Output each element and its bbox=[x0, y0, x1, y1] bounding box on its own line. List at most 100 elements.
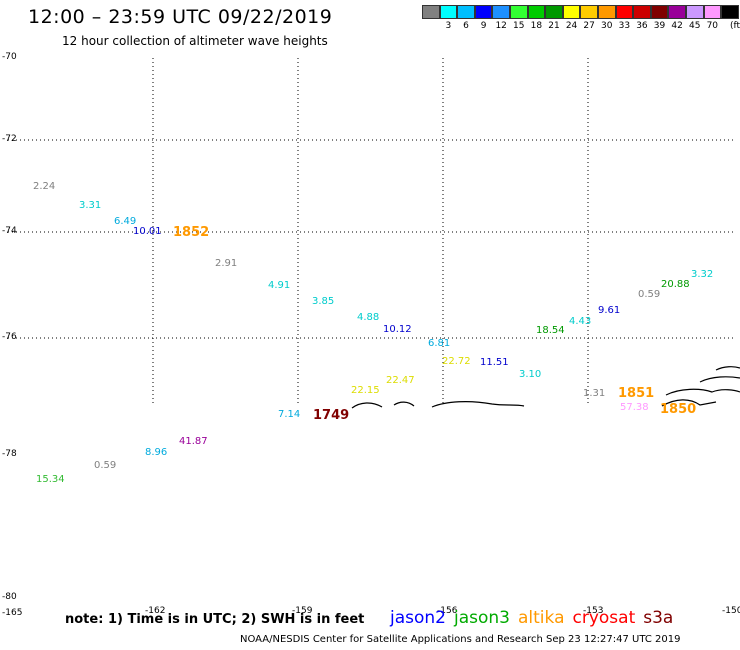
pass-time-label: 1850 bbox=[660, 402, 697, 417]
satellite-legend: jason2 jason3 altika cryosat s3a bbox=[390, 608, 673, 628]
legend-bin: 3 bbox=[439, 5, 458, 31]
legend-value: 21 bbox=[548, 21, 560, 31]
pass-time-label: 1749 bbox=[313, 408, 350, 423]
wave-height-label: 22.47 bbox=[386, 375, 415, 386]
legend-swatch bbox=[422, 5, 440, 19]
legend-swatch bbox=[492, 5, 510, 19]
legend-bin: 42 bbox=[668, 5, 686, 31]
lon-label: -150 bbox=[722, 606, 740, 616]
legend-swatch bbox=[439, 5, 458, 19]
wave-height-label: 3.32 bbox=[691, 269, 714, 280]
legend-swatch bbox=[703, 5, 722, 19]
coastline-segment bbox=[699, 376, 740, 383]
legend-bin: 24 bbox=[562, 5, 581, 31]
legend-value: 18 bbox=[530, 21, 543, 31]
legend-swatch bbox=[668, 5, 686, 19]
legend-bin: 36 bbox=[633, 5, 651, 31]
footer-note: note: 1) Time is in UTC; 2) SWH is in fe… bbox=[65, 612, 365, 627]
legend-bin: 15 bbox=[509, 5, 528, 31]
legend-swatch bbox=[685, 5, 704, 19]
wave-height-label: 0.59 bbox=[638, 289, 661, 300]
legend-swatch bbox=[633, 5, 651, 19]
legend-swatch bbox=[527, 5, 546, 19]
coastline bbox=[351, 366, 740, 409]
color-scale-legend: 3 6 9 12 15 18 21 24 27 30 33 36 39 42 45 70 bbox=[422, 5, 739, 31]
wave-height-label: 2.24 bbox=[33, 181, 56, 192]
pass-time-label: 1851 bbox=[618, 386, 655, 401]
credit-line: NOAA/NESDIS Center for Satellite Applica… bbox=[240, 634, 681, 645]
legend-bin: 30 bbox=[597, 5, 616, 31]
legend-swatch bbox=[721, 5, 739, 19]
wave-height-label: 7.14 bbox=[278, 409, 301, 420]
lon-label: -162 bbox=[145, 606, 166, 616]
satellite-name: altika bbox=[518, 608, 565, 628]
wave-height-label: 10.12 bbox=[383, 324, 412, 335]
legend-bin: 21 bbox=[545, 5, 563, 31]
lat-label: -72 bbox=[2, 134, 17, 144]
lat-label: -76 bbox=[2, 332, 17, 342]
legend-swatch bbox=[509, 5, 528, 19]
coastline-segment bbox=[351, 402, 383, 409]
legend-swatch bbox=[597, 5, 616, 19]
legend-swatch bbox=[562, 5, 581, 19]
wave-height-label: 41.87 bbox=[179, 436, 208, 447]
map-subtitle: 12 hour collection of altimeter wave hei… bbox=[62, 34, 328, 48]
wave-height-label: 22.72 bbox=[442, 356, 471, 367]
legend-value: 39 bbox=[653, 21, 666, 31]
legend-value: 24 bbox=[565, 21, 578, 31]
legend-bin: 45 bbox=[685, 5, 704, 31]
wave-height-label: 18.54 bbox=[536, 325, 565, 336]
legend-swatch bbox=[474, 5, 493, 19]
legend-bin: 18 bbox=[527, 5, 546, 31]
wave-height-label: 10.01 bbox=[133, 226, 162, 237]
coastline-segment bbox=[661, 399, 717, 407]
legend-unit: (ft) bbox=[730, 21, 740, 31]
legend-value: 15 bbox=[513, 21, 525, 31]
legend-value: 42 bbox=[671, 21, 683, 31]
coastline-segment bbox=[715, 366, 740, 371]
wave-height-label: 0.59 bbox=[94, 460, 117, 471]
legend-value: 9 bbox=[480, 21, 487, 31]
wave-height-label: 3.85 bbox=[312, 296, 335, 307]
wave-height-label: 3.31 bbox=[79, 200, 102, 211]
coastline-segment bbox=[665, 388, 740, 396]
legend-value: 12 bbox=[495, 21, 507, 31]
legend-bin: 9 bbox=[474, 5, 493, 31]
lat-label: -78 bbox=[2, 449, 17, 459]
coastline-segment bbox=[393, 401, 415, 407]
graticule bbox=[8, 58, 735, 405]
legend-bin: 12 bbox=[492, 5, 510, 31]
wave-height-label: 57.38 bbox=[620, 402, 649, 413]
satellite-name: cryosat bbox=[572, 608, 636, 628]
legend-value: 33 bbox=[618, 21, 631, 31]
legend-value: 3 bbox=[445, 21, 452, 31]
coastline-segment bbox=[431, 401, 525, 408]
legend-bin bbox=[721, 5, 739, 31]
map-title: 12:00 – 23:59 UTC 09/22/2019 bbox=[28, 6, 333, 28]
legend-bin: 39 bbox=[650, 5, 669, 31]
wave-height-label: 6.49 bbox=[114, 216, 137, 227]
wave-height-label: 2.91 bbox=[215, 258, 238, 269]
legend-swatch bbox=[650, 5, 669, 19]
wave-height-label: 20.88 bbox=[661, 279, 690, 290]
legend-value: 6 bbox=[463, 21, 469, 31]
legend-bin: 27 bbox=[580, 5, 598, 31]
lon-label: -159 bbox=[292, 606, 313, 616]
legend-value: 30 bbox=[601, 21, 613, 31]
wave-height-label: 6.81 bbox=[428, 338, 451, 349]
lon-label: -156 bbox=[437, 606, 458, 616]
wave-height-label: 9.61 bbox=[598, 305, 621, 316]
wave-height-label: 11.51 bbox=[480, 357, 509, 368]
legend-bin bbox=[422, 5, 440, 31]
legend-value: 70 bbox=[706, 21, 719, 31]
wave-height-label: 1.31 bbox=[583, 388, 606, 399]
legend-bin: 6 bbox=[457, 5, 475, 31]
wave-height-label: 4.43 bbox=[569, 316, 592, 327]
lat-label: -70 bbox=[2, 52, 17, 62]
wave-height-label: 4.91 bbox=[268, 280, 291, 291]
legend-swatch bbox=[457, 5, 475, 19]
satellite-name: s3a bbox=[643, 608, 674, 628]
legend-bin: 33 bbox=[615, 5, 634, 31]
wave-height-label: 4.88 bbox=[357, 312, 380, 323]
